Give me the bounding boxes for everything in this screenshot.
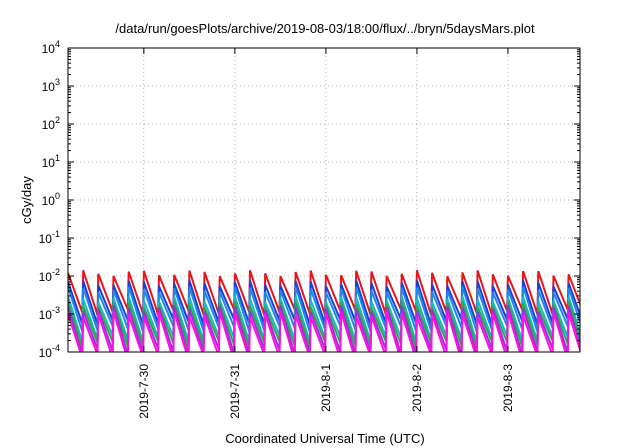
y-tick-label: 10-3 (39, 305, 60, 322)
y-tick-base: 10 (42, 118, 56, 132)
y-tick-base: 10 (42, 80, 56, 94)
y-tick-exponent: 2 (55, 115, 60, 125)
y-tick-exponent: 0 (55, 191, 60, 201)
y-tick-label: 101 (42, 153, 60, 170)
x-tick-label: 2019-7-31 (228, 364, 242, 419)
y-tick-label: 10-1 (39, 229, 60, 246)
y-tick-exponent: 3 (55, 77, 60, 87)
x-axis: 2019-7-30 2019-7-31 2019-8-1 2019-8-2 2019-8… (137, 48, 515, 419)
x-axis-label: Coordinated Universal Time (UTC) (225, 431, 424, 446)
y-tick-exponent: -2 (52, 267, 60, 277)
grid (68, 48, 580, 352)
y-tick-exponent: -3 (52, 305, 60, 315)
y-tick-label: 10-4 (39, 343, 60, 360)
y-tick-label: 102 (42, 115, 60, 132)
x-tick-label: 2019-8-1 (319, 364, 333, 412)
x-tick-label: 2019-8-2 (410, 364, 424, 412)
y-tick-base: 10 (39, 346, 53, 360)
y-tick-exponent: 4 (55, 39, 60, 49)
series-line-7 (68, 311, 580, 352)
chart-title: /data/run/goesPlots/archive/2019-08-03/1… (115, 21, 535, 36)
y-tick-label: 103 (42, 77, 60, 94)
y-tick-label: 104 (42, 39, 60, 56)
y-tick-base: 10 (42, 156, 56, 170)
y-tick-exponent: 1 (55, 153, 60, 163)
y-tick-base: 10 (42, 194, 56, 208)
y-tick-label: 10-2 (39, 267, 60, 284)
y-tick-base: 10 (39, 232, 53, 246)
y-tick-base: 10 (39, 308, 53, 322)
y-tick-base: 10 (39, 270, 53, 284)
y-tick-exponent: -4 (52, 343, 60, 353)
x-tick-label: 2019-8-3 (501, 364, 515, 412)
y-tick-base: 10 (42, 42, 56, 56)
y-tick-exponent: -1 (52, 229, 60, 239)
x-tick-label: 2019-7-30 (137, 364, 151, 419)
y-tick-label: 100 (42, 191, 60, 208)
series-layer (68, 269, 580, 352)
y-axis-label: cGy/day (19, 176, 34, 224)
